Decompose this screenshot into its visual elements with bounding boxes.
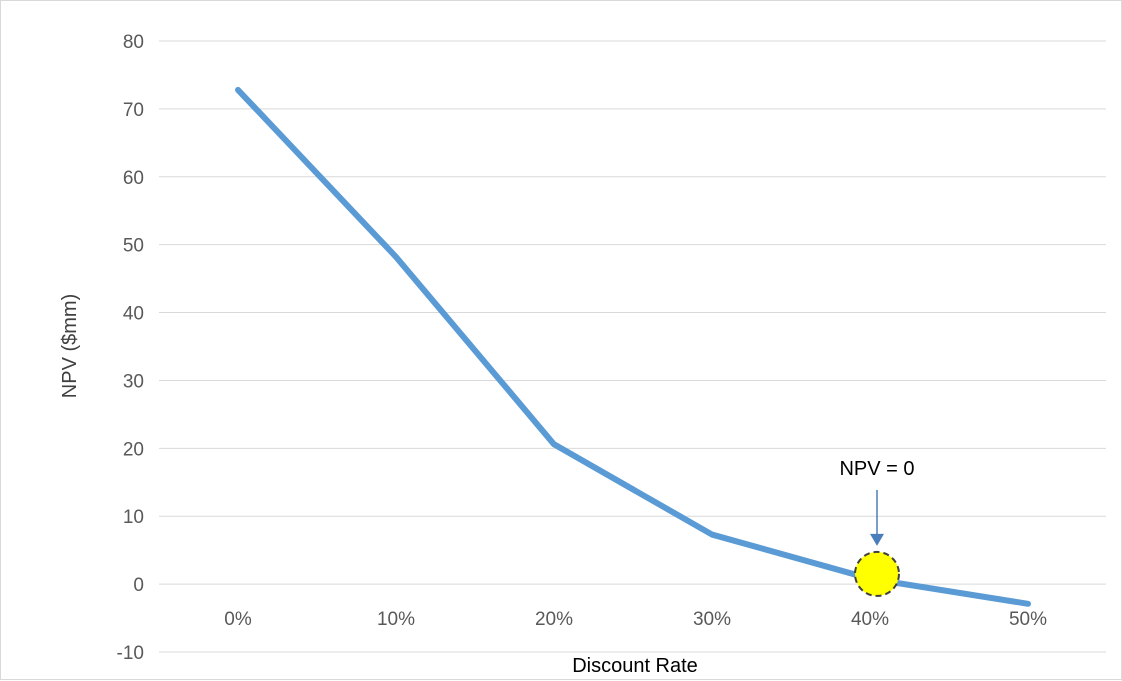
y-axis-title: NPV ($mm) [59,294,81,398]
x-tick-label: 50% [1009,609,1047,630]
y-tick-label: 30 [123,371,144,392]
y-tick-label: 70 [123,100,144,121]
x-tick-label: 0% [224,609,252,630]
x-axis-title: Discount Rate [572,655,698,677]
y-tick-label: 0 [133,575,144,596]
y-tick-label: 60 [123,168,144,189]
y-tick-label: 20 [123,439,144,460]
y-tick-label: 40 [123,304,144,325]
gridlines [159,41,1106,652]
x-tick-label: 40% [851,609,889,630]
x-tick-labels: 0% 10% 20% 30% 40% 50% [224,609,1047,630]
annotation-arrow-head [870,534,884,546]
x-tick-label: 20% [535,609,573,630]
y-tick-label: 10 [123,507,144,528]
x-tick-label: 30% [693,609,731,630]
series-layer [238,90,1028,604]
series-line [238,90,1028,604]
y-tick-label: -10 [117,643,144,664]
npv-zero-marker [855,552,899,596]
y-tick-label: 80 [123,32,144,53]
y-tick-label: 50 [123,236,144,257]
x-tick-label: 10% [377,609,415,630]
annotation-label: NPV = 0 [839,458,914,480]
y-tick-labels: -10 0 10 20 30 40 50 60 70 80 [117,32,144,664]
